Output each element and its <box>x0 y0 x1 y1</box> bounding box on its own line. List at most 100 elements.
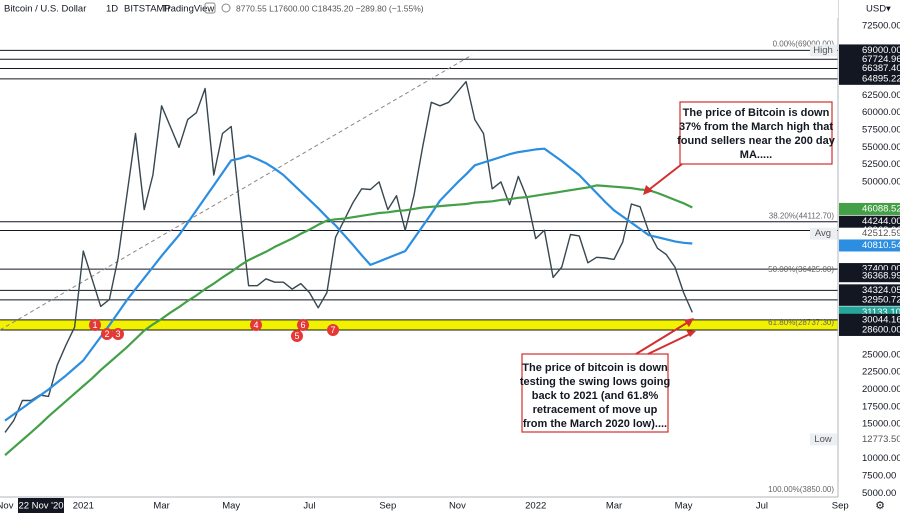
marker-label: 3 <box>115 329 120 339</box>
series-layer: 0.00%(69000.00) 38.20%(44112.70) 50.00%(36… <box>4 40 835 494</box>
level-label-box <box>839 53 900 66</box>
x-tick-label: Nov <box>449 501 466 512</box>
y-tick-label: 62500.00 <box>862 90 900 101</box>
level-tag-box <box>810 433 837 446</box>
level-label: 42512.59 <box>862 228 900 239</box>
x-tick-label: May <box>222 501 240 512</box>
y-tick-label: 57500.00 <box>862 125 900 136</box>
price-axis <box>838 0 900 514</box>
y-tick-label: 5000.00 <box>862 488 896 499</box>
level-label: 66387.40 <box>862 63 900 74</box>
time-axis <box>0 497 838 514</box>
fib-label: 38.20%(44112.70) <box>769 212 835 221</box>
x-tick-label: 2022 <box>525 501 546 512</box>
symbol: Bitcoin / U.S. Dollar <box>4 4 86 15</box>
level-label: 34324.05 <box>862 285 900 296</box>
x-tick-label: Sep <box>379 501 396 512</box>
level-label-box <box>839 72 900 85</box>
annotation-text: retracement of move up <box>533 404 658 416</box>
y-tick-label: 52500.00 <box>862 159 900 170</box>
annotation-text: MA..... <box>740 149 772 161</box>
level-label: 32950.72 <box>862 294 900 305</box>
exchange: BITSTAMP <box>124 4 171 15</box>
level-label: 37400.00 <box>862 264 900 275</box>
marker <box>327 324 339 336</box>
level-tag: Low <box>814 434 832 445</box>
annotation-box <box>521 353 669 433</box>
swing-markers: 1 2 3 4 5 6 7 <box>89 319 339 342</box>
level-tag-box <box>810 227 837 240</box>
series-line <box>4 80 693 433</box>
annotation-text: found sellers near the 200 day <box>677 135 836 147</box>
y-tick-label: 22500.00 <box>862 367 900 378</box>
annotation-text: from the March 2020 low).... <box>523 418 667 430</box>
level-label: 69000.00 <box>862 45 900 56</box>
y-tick-label: 7500.00 <box>862 470 896 481</box>
ohlc: 8770.55 L17600.00 C18435.20 −289.80 (−1.… <box>236 3 424 13</box>
level-label: 28600.00 <box>862 324 900 335</box>
marker <box>112 328 124 340</box>
y-tick-label: 72500.00 <box>862 21 900 32</box>
level-label-box <box>839 270 900 283</box>
icon[interactable] <box>204 2 216 14</box>
y-tick-label: 50000.00 <box>862 176 900 187</box>
marker <box>297 319 309 331</box>
annotation-text: The price of bitcoin is down <box>522 362 668 374</box>
level-label: 64895.22 <box>862 73 900 84</box>
annotation-text: The price of Bitcoin is down <box>683 107 830 119</box>
marker-label: 6 <box>300 320 305 330</box>
level-label-box <box>839 62 900 75</box>
x-tick-label: Jul <box>756 501 768 512</box>
crosshair-label: 22 Nov '20 <box>18 501 63 512</box>
x-tick-label: Mar <box>153 501 169 512</box>
currency[interactable]: USD▾ <box>866 4 891 15</box>
y-tick-label: 17500.00 <box>862 401 900 412</box>
level-tag: Avg <box>815 228 831 239</box>
x-tick-label: May <box>675 501 693 512</box>
level-label: 36368.99 <box>862 271 900 282</box>
level-label-box <box>839 227 900 240</box>
y-tick-label: 10000.00 <box>862 453 900 464</box>
x-tick-label: Jul <box>303 501 315 512</box>
arrow-head <box>643 185 653 195</box>
support-band <box>0 319 838 330</box>
fib-label: 61.80%(28737.30) <box>768 318 834 327</box>
settings-icon[interactable]: ⚙ <box>875 500 885 512</box>
series-line <box>4 147 693 422</box>
y-tick-label: 15000.00 <box>862 419 900 430</box>
arrow-head <box>684 318 694 327</box>
annotation-box <box>679 101 833 165</box>
under-layer <box>0 49 838 331</box>
x-tick-label: Sep <box>832 501 849 512</box>
interval: 1D <box>106 4 118 15</box>
marker <box>250 319 262 331</box>
level-label: 44244.00 <box>862 216 900 227</box>
marker <box>291 330 303 342</box>
level-tag-box <box>810 44 837 57</box>
y-tick-label: 25000.00 <box>862 349 900 360</box>
level-tag: High <box>813 45 833 56</box>
annotation: The price of Bitcoin is down 37% from th… <box>643 101 836 195</box>
level-label-box <box>839 239 900 252</box>
x-tick-label: Nov <box>0 501 14 512</box>
level-label-box <box>839 293 900 306</box>
icon[interactable] <box>221 3 231 13</box>
marker-label: 7 <box>330 325 335 335</box>
fib-label: 100.00%(3850.00) <box>768 485 834 494</box>
x-tick-label: Mar <box>606 501 622 512</box>
level-label: 12773.50 <box>862 434 900 445</box>
level-label-box <box>839 202 900 215</box>
level-label-box <box>839 323 900 336</box>
marker <box>101 328 113 340</box>
marker-label: 4 <box>253 320 258 330</box>
level-label: 40810.54 <box>862 240 900 251</box>
y-tick-label: 55000.00 <box>862 142 900 153</box>
axis-layer: 72500.0062500.0060000.0057500.0055000.00… <box>0 21 900 512</box>
y-tick-label: 20000.00 <box>862 384 900 395</box>
level-label: 46088.52 <box>862 203 900 214</box>
level-label: 31133.10 <box>862 307 900 318</box>
x-tick-label: 2021 <box>73 501 94 512</box>
